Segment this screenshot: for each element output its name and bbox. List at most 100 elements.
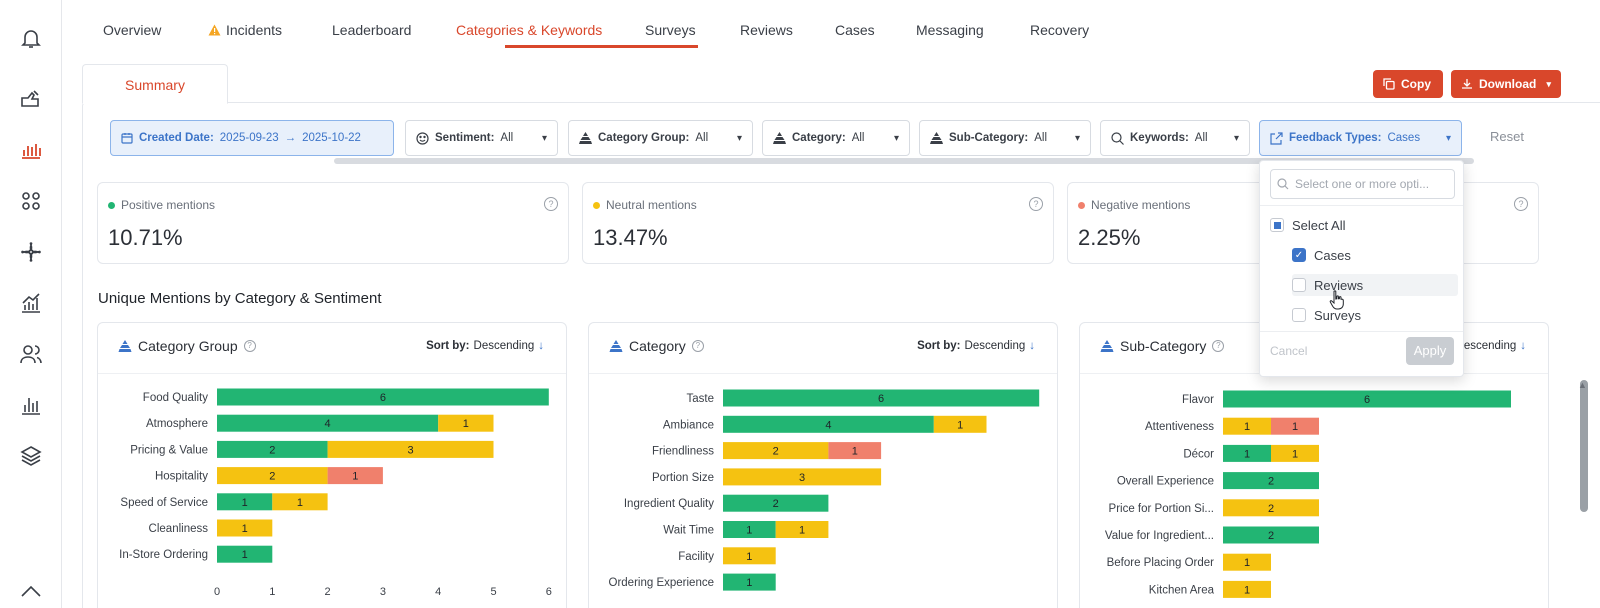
bar-segment-neutral[interactable] [327, 440, 494, 458]
bar-value-label: 6 [878, 393, 884, 405]
sentiment-filter[interactable]: Sentiment: All ▾ [405, 120, 558, 156]
tab-leaderboard[interactable]: Leaderboard [332, 22, 412, 38]
sort-control[interactable]: Sort by:Descending↓ [426, 340, 544, 352]
option-reviews[interactable]: Reviews [1292, 274, 1458, 296]
bar-segment-neutral[interactable] [217, 519, 273, 537]
feedback-types-filter[interactable]: Feedback Types: Cases ▾ [1259, 120, 1462, 156]
option-cases-label: Cases [1314, 247, 1351, 263]
bar-segment-negative[interactable] [327, 467, 383, 485]
bar-segment-neutral[interactable] [775, 521, 829, 538]
bell-icon[interactable] [19, 26, 43, 50]
tab-reviews[interactable]: Reviews [740, 22, 793, 38]
bar-value-label: 2 [773, 498, 779, 510]
option-reviews-label: Reviews [1314, 277, 1364, 293]
apps-grid-icon[interactable] [19, 189, 43, 213]
copy-button[interactable]: Copy [1373, 70, 1443, 98]
help-icon[interactable]: ? [544, 197, 558, 211]
option-surveys[interactable]: Surveys [1292, 304, 1458, 326]
layers-icon[interactable] [19, 444, 43, 468]
help-icon[interactable]: ? [243, 340, 256, 352]
bar-segment-neutral[interactable] [723, 547, 776, 565]
sub-category-filter[interactable]: Sub-Category: All ▾ [919, 120, 1091, 156]
bar-segment-positive[interactable] [217, 440, 328, 458]
analytics-icon[interactable] [19, 138, 43, 162]
bar-segment-positive[interactable] [723, 494, 829, 512]
surveys-checkbox[interactable] [1292, 308, 1306, 322]
filters-horizontal-scrollbar[interactable] [334, 158, 1474, 164]
bar-segment-negative[interactable] [1271, 417, 1319, 435]
bar-segment-positive[interactable] [217, 545, 273, 563]
cancel-button[interactable]: Cancel [1270, 344, 1308, 358]
sort-control[interactable]: Sort by:Descending↓ [917, 340, 1035, 352]
growth-chart-icon[interactable] [19, 291, 43, 315]
category-filter[interactable]: Category: All ▾ [762, 120, 910, 156]
category-label: Food Quality [143, 392, 208, 404]
category-group-filter[interactable]: Category Group: All ▾ [568, 120, 753, 156]
tab-messaging[interactable]: Messaging [916, 22, 984, 38]
bar-segment-positive[interactable] [1223, 390, 1511, 408]
bar-segment-neutral[interactable] [217, 467, 328, 485]
apply-button[interactable]: Apply [1406, 337, 1454, 365]
bar-segment-positive[interactable] [217, 388, 549, 406]
tab-summary[interactable]: Summary [82, 64, 228, 104]
tab-categories-keywords[interactable]: Categories & Keywords [456, 22, 603, 38]
bar-segment-neutral[interactable] [933, 415, 987, 433]
created-date-label: Created Date: [139, 132, 214, 144]
tab-recovery[interactable]: Recovery [1030, 22, 1090, 38]
tab-overview[interactable]: Overview [103, 22, 162, 38]
cases-checkbox[interactable]: ✓ [1292, 248, 1306, 262]
tab-surveys[interactable]: Surveys [645, 22, 696, 38]
bar-segment-positive[interactable] [1223, 444, 1271, 462]
bar-segment-neutral[interactable] [723, 442, 829, 460]
negative-mentions-label: Negative mentions [1091, 198, 1191, 212]
created-date-filter[interactable]: Created Date: 2025-09-23 → 2025-10-22 [110, 120, 394, 156]
bar-segment-positive[interactable] [723, 415, 934, 433]
card-divider [589, 373, 1057, 374]
bar-chart-icon[interactable] [19, 393, 43, 417]
bar-segment-positive[interactable] [723, 389, 1040, 407]
flower-icon[interactable] [19, 240, 43, 264]
bar-segment-positive[interactable] [723, 521, 776, 538]
tab-incidents[interactable]: Incidents [208, 22, 282, 38]
bar-segment-neutral[interactable] [1223, 499, 1319, 517]
category-label: Value for Ingredient... [1105, 530, 1214, 542]
keywords-filter[interactable]: Keywords: All ▾ [1100, 120, 1250, 156]
feedback-icon[interactable] [19, 87, 43, 111]
sub-category-chart: Flavor 6 Attentiveness 1 1 Décor 1 1 Overall Exp… [1105, 390, 1511, 598]
reset-button[interactable]: Reset [1490, 129, 1524, 144]
dropdown-search-placeholder: Select one or more opti... [1295, 177, 1430, 191]
select-all-option[interactable]: Select All [1270, 214, 1460, 236]
bar-segment-positive[interactable] [217, 493, 273, 511]
bar-segment-positive[interactable] [1223, 526, 1319, 544]
bar-segment-neutral[interactable] [1223, 553, 1271, 571]
option-cases[interactable]: ✓ Cases [1292, 244, 1458, 266]
category-chart: Taste 6 Ambiance 4 1 Friendliness 2 1 Portion Si… [609, 389, 1040, 591]
chart-vertical-scrollbar[interactable] [1580, 380, 1588, 512]
download-button[interactable]: Download ▾ [1451, 70, 1561, 98]
help-icon[interactable]: ? [1029, 197, 1043, 211]
home-icon[interactable] [19, 584, 43, 608]
bar-segment-negative[interactable] [828, 442, 882, 460]
select-all-checkbox[interactable] [1270, 218, 1284, 232]
tab-cases[interactable]: Cases [835, 22, 875, 38]
help-icon[interactable]: ? [691, 340, 704, 352]
dropdown-search-input[interactable]: Select one or more opti... [1270, 169, 1455, 199]
bar-segment-neutral[interactable] [1223, 580, 1271, 598]
reviews-checkbox[interactable] [1292, 278, 1306, 292]
bar-segment-positive[interactable] [723, 573, 776, 591]
bar-segment-neutral[interactable] [723, 468, 882, 486]
users-icon[interactable] [19, 342, 43, 366]
help-icon[interactable]: ? [1212, 340, 1225, 352]
help-icon[interactable]: ? [1514, 197, 1528, 211]
bar-segment-positive[interactable] [1223, 472, 1319, 490]
bar-segment-neutral[interactable] [1271, 444, 1319, 462]
bar-value-label: 2 [1268, 476, 1274, 488]
copy-icon [1383, 78, 1395, 90]
bar-segment-neutral[interactable] [272, 493, 328, 511]
bar-segment-neutral[interactable] [438, 414, 494, 432]
bar-segment-positive[interactable] [217, 414, 439, 432]
scroll-up-icon[interactable]: ▲ [1578, 380, 1587, 390]
download-button-label: Download [1479, 77, 1537, 91]
bar-segment-neutral[interactable] [1223, 417, 1271, 435]
category-label: Category: [792, 132, 846, 144]
